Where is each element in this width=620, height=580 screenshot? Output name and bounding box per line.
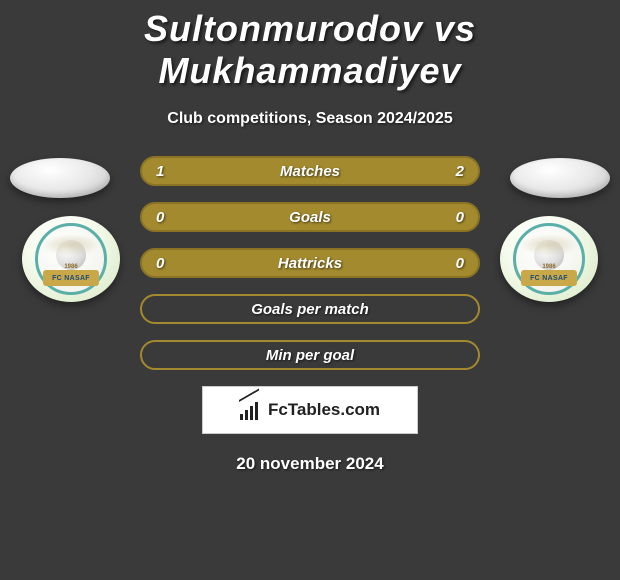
comparison-panel: 1986 FC NASAF 1986 FC NASAF 1 Matches 2 … [0, 156, 620, 474]
player-left-disc [10, 158, 110, 198]
date-line: 20 november 2024 [0, 454, 620, 474]
bar-chart-icon [240, 400, 262, 420]
stat-left-value: 1 [156, 163, 164, 180]
club-badge-right: 1986 FC NASAF [500, 216, 598, 302]
stat-right-value: 0 [456, 255, 464, 272]
stat-label: Goals per match [251, 301, 369, 318]
stat-row-matches: 1 Matches 2 [140, 156, 480, 186]
stat-left-value: 0 [156, 209, 164, 226]
club-badge-inner-left: 1986 FC NASAF [35, 223, 107, 295]
stat-row-min-per-goal: Min per goal [140, 340, 480, 370]
stat-label: Min per goal [266, 347, 354, 364]
page-title: Sultonmurodov vs Mukhammadiyev [0, 0, 620, 92]
stat-rows: 1 Matches 2 0 Goals 0 0 Hattricks 0 Goal… [140, 156, 480, 370]
stat-left-value: 0 [156, 255, 164, 272]
brand-text: FcTables.com [268, 400, 380, 420]
stat-right-value: 2 [456, 163, 464, 180]
stat-label: Goals [289, 209, 331, 226]
club-badge-inner-right: 1986 FC NASAF [513, 223, 585, 295]
stat-right-value: 0 [456, 209, 464, 226]
subtitle: Club competitions, Season 2024/2025 [0, 110, 620, 128]
stat-label: Hattricks [278, 255, 342, 272]
club-wings-icon [42, 234, 100, 256]
club-ribbon-right: FC NASAF [521, 270, 577, 286]
stat-row-hattricks: 0 Hattricks 0 [140, 248, 480, 278]
stat-label: Matches [280, 163, 340, 180]
stat-row-goals: 0 Goals 0 [140, 202, 480, 232]
brand-box[interactable]: FcTables.com [202, 386, 418, 434]
stat-row-goals-per-match: Goals per match [140, 294, 480, 324]
club-ribbon-left: FC NASAF [43, 270, 99, 286]
player-right-disc [510, 158, 610, 198]
club-badge-left: 1986 FC NASAF [22, 216, 120, 302]
club-wings-icon [520, 234, 578, 256]
